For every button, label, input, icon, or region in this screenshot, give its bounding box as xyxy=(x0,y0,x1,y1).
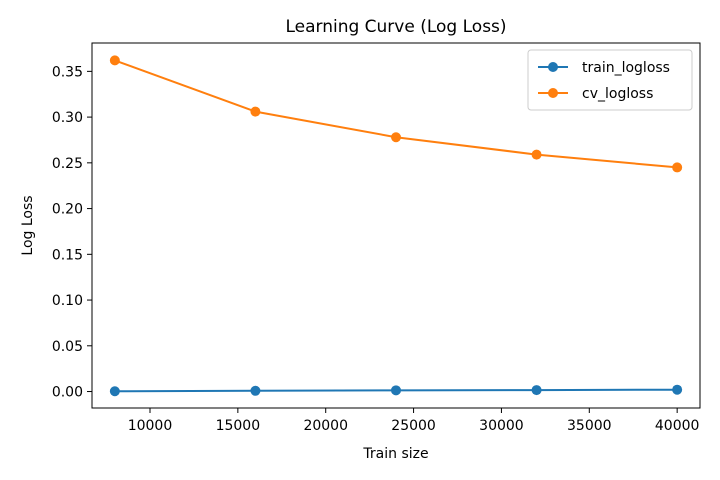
data-point-cv-logloss xyxy=(391,132,401,143)
legend-label-cv: cv_logloss xyxy=(582,86,653,102)
data-point-cv-logloss xyxy=(672,162,683,173)
x-tick-label: 20000 xyxy=(303,418,348,434)
data-point-train-logloss xyxy=(109,386,120,397)
data-point-cv-logloss xyxy=(109,55,120,66)
series-layer xyxy=(109,55,683,397)
data-point-cv-logloss xyxy=(250,106,261,117)
data-point-train-logloss xyxy=(250,385,261,396)
y-tick-label: 0.35 xyxy=(52,64,83,80)
x-axis-label: Train size xyxy=(362,446,428,462)
y-axis-label: Log Loss xyxy=(20,195,36,255)
y-tick-label: 0.05 xyxy=(52,339,83,355)
legend-marker-train xyxy=(548,62,558,72)
y-tick-label: 0.10 xyxy=(52,293,83,309)
legend-label-train: train_logloss xyxy=(582,60,670,76)
chart-title: Learning Curve (Log Loss) xyxy=(285,17,506,37)
data-point-train-logloss xyxy=(391,385,401,396)
legend-box xyxy=(527,49,693,111)
x-tick-label: 35000 xyxy=(567,418,612,434)
x-tick-label: 25000 xyxy=(391,418,436,434)
y-tick-label: 0.30 xyxy=(52,110,83,126)
data-point-cv-logloss xyxy=(531,149,542,160)
legend-marker-cv xyxy=(548,88,558,98)
y-tick-label: 0.20 xyxy=(52,202,83,218)
data-point-train-logloss xyxy=(672,384,683,395)
x-tick-label: 15000 xyxy=(216,418,261,434)
y-tick-label: 0.15 xyxy=(52,247,83,263)
x-tick-label: 10000 xyxy=(128,418,173,434)
y-tick-label: 0.00 xyxy=(52,385,83,401)
y-tick-label: 0.25 xyxy=(52,156,83,172)
plot-frame xyxy=(91,42,701,409)
x-tick-label: 40000 xyxy=(655,418,700,434)
legend: train_logloss cv_logloss xyxy=(527,49,693,111)
ticks-layer: 10000 15000 20000 25000 30000 35000 40000 0.00 0… xyxy=(52,64,700,434)
x-tick-label: 30000 xyxy=(479,418,524,434)
data-point-train-logloss xyxy=(531,385,542,396)
